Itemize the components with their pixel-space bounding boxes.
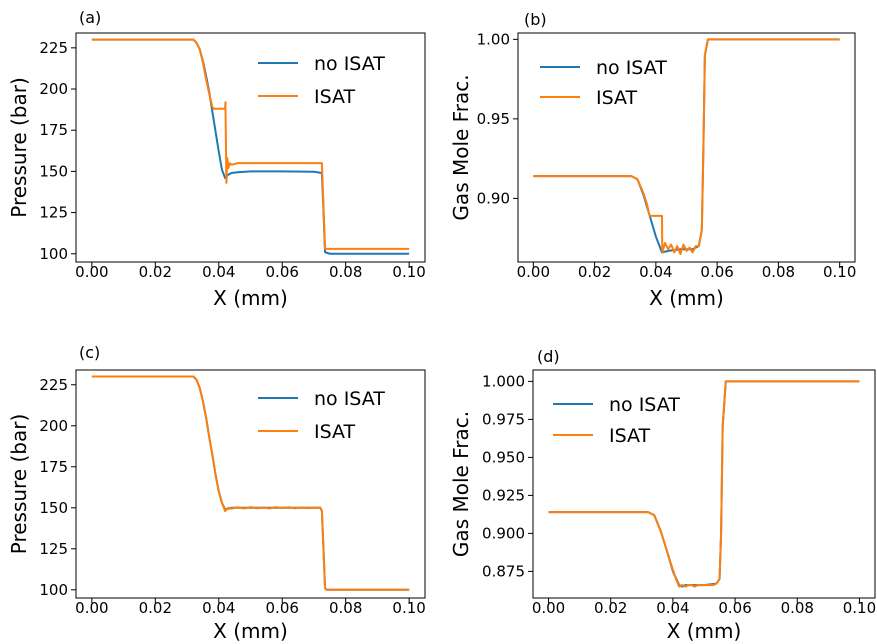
- x-tick-label: 0.10: [392, 263, 425, 281]
- panel-label: (b): [524, 10, 547, 29]
- x-tick-label: 0.10: [843, 599, 876, 617]
- y-tick-label: 225: [39, 39, 68, 57]
- axes-frame: [75, 32, 426, 263]
- panel-label: (c): [79, 343, 100, 362]
- x-tick-label: 0.02: [139, 263, 172, 281]
- x-tick-label: 0.02: [578, 263, 611, 281]
- x-tick-label: 0.00: [75, 599, 108, 617]
- x-tick-label: 0.08: [762, 263, 795, 281]
- legend-label-isat: ISAT: [609, 425, 651, 447]
- x-tick-label: 0.00: [75, 263, 108, 281]
- axes-frame: [532, 369, 876, 599]
- x-tick-label: 0.10: [392, 599, 425, 617]
- x-tick-label: 0.04: [639, 263, 672, 281]
- y-axis-label: Gas Mole Frac.: [449, 411, 473, 557]
- series-line-no-isat: [548, 380, 860, 588]
- y-tick-label: 0.900: [482, 524, 525, 542]
- legend: no ISAT ISAT: [540, 57, 667, 109]
- series-line-isat: [548, 380, 860, 588]
- x-tick-label: 0.06: [700, 263, 733, 281]
- legend: no ISAT ISAT: [553, 394, 680, 447]
- x-tick-label: 0.04: [202, 599, 235, 617]
- y-axis-label: Pressure (bar): [7, 414, 31, 555]
- panel-b: 0.00 0.02 0.04 0.06 0.08 0.10 0.90 0.95 1.00 X (m…: [449, 10, 856, 310]
- y-tick-label: 125: [39, 204, 68, 222]
- x-tick-label: 0.06: [266, 263, 299, 281]
- y-tick-label: 175: [39, 458, 68, 476]
- legend-label-isat: ISAT: [314, 421, 356, 443]
- y-tick-label: 150: [39, 499, 68, 517]
- x-tick-label: 0.06: [266, 599, 299, 617]
- x-tick-label: 0.08: [329, 263, 362, 281]
- x-tick-label: 0.00: [532, 599, 565, 617]
- axes-frame: [517, 32, 856, 263]
- x-tick-label: 0.02: [594, 599, 627, 617]
- panel-label: (a): [79, 8, 101, 27]
- series-line-isat: [533, 38, 840, 256]
- legend-label-no-isat: no ISAT: [314, 388, 385, 410]
- y-tick-label: 0.90: [477, 189, 510, 207]
- y-tick-label: 150: [39, 162, 68, 180]
- y-tick-label: 0.950: [482, 448, 525, 466]
- series-line-isat: [91, 375, 410, 591]
- y-axis-label: Pressure (bar): [7, 77, 31, 218]
- x-tick-label: 0.08: [329, 599, 362, 617]
- y-tick-label: 0.875: [482, 562, 525, 580]
- x-tick-label: 0.08: [781, 599, 814, 617]
- y-tick-label: 0.975: [482, 410, 525, 428]
- y-tick-label: 0.95: [477, 110, 510, 128]
- x-axis-label: X (mm): [213, 619, 288, 643]
- x-tick-label: 0.00: [517, 263, 550, 281]
- panel-d: 0.00 0.02 0.04 0.06 0.08 0.10 0.875 0.900 0.925 0…: [449, 347, 876, 643]
- legend-label-no-isat: no ISAT: [596, 57, 667, 79]
- y-tick-label: 1.00: [477, 30, 510, 48]
- y-tick-label: 125: [39, 540, 68, 558]
- panel-label: (d): [537, 347, 560, 366]
- x-axis-label: X (mm): [213, 286, 288, 310]
- x-tick-label: 0.04: [656, 599, 689, 617]
- legend: no ISAT ISAT: [258, 388, 385, 443]
- y-axis-label: Gas Mole Frac.: [449, 74, 473, 220]
- y-tick-label: 175: [39, 121, 68, 139]
- x-axis-label: X (mm): [649, 286, 724, 310]
- x-tick-label: 0.02: [139, 599, 172, 617]
- y-tick-label: 200: [39, 417, 68, 435]
- y-tick-label: 1.000: [482, 372, 525, 390]
- x-tick-label: 0.10: [823, 263, 856, 281]
- x-axis-label: X (mm): [667, 619, 742, 643]
- legend: no ISAT ISAT: [258, 53, 385, 108]
- panel-c: 0.00 0.02 0.04 0.06 0.08 0.10 100 125 150 175 200 2…: [7, 343, 426, 643]
- y-tick-label: 100: [39, 581, 68, 599]
- series-line-isat: [91, 38, 410, 250]
- legend-label-no-isat: no ISAT: [314, 53, 385, 75]
- y-tick-label: 0.925: [482, 486, 525, 504]
- legend-label-isat: ISAT: [596, 87, 638, 109]
- y-tick-label: 100: [39, 245, 68, 263]
- y-tick-label: 225: [39, 376, 68, 394]
- y-tick-label: 200: [39, 80, 68, 98]
- axes-frame: [75, 369, 426, 599]
- series-line-no-isat: [533, 38, 840, 254]
- legend-label-isat: ISAT: [314, 86, 356, 108]
- x-tick-label: 0.06: [718, 599, 751, 617]
- x-tick-label: 0.04: [202, 263, 235, 281]
- panel-a: 0.00 0.02 0.04 0.06 0.08 0.10 100 125 150 175 200 2…: [7, 8, 426, 310]
- legend-label-no-isat: no ISAT: [609, 394, 680, 416]
